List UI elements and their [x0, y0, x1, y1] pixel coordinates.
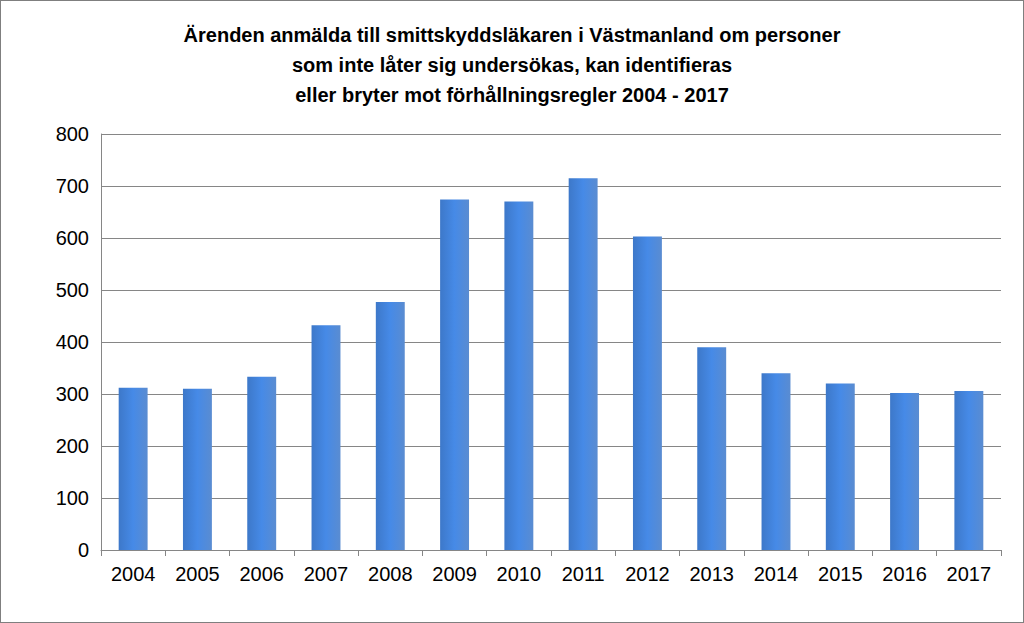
svg-text:2015: 2015	[818, 563, 863, 585]
svg-text:400: 400	[56, 331, 89, 353]
svg-text:eller bryter mot förhållningsr: eller bryter mot förhållningsregler 2004…	[295, 84, 729, 106]
svg-text:2009: 2009	[432, 563, 477, 585]
svg-text:2014: 2014	[754, 563, 799, 585]
svg-text:600: 600	[56, 227, 89, 249]
svg-text:2011: 2011	[562, 563, 605, 585]
svg-text:2004: 2004	[111, 563, 156, 585]
svg-text:2016: 2016	[882, 563, 927, 585]
svg-text:som inte låter sig undersökas,: som inte låter sig undersökas, kan ident…	[292, 54, 732, 76]
svg-text:800: 800	[56, 123, 89, 145]
svg-text:500: 500	[56, 279, 89, 301]
svg-text:2010: 2010	[497, 563, 542, 585]
svg-text:2012: 2012	[625, 563, 670, 585]
svg-text:200: 200	[56, 435, 89, 457]
svg-text:Ärenden anmälda till smittskyd: Ärenden anmälda till smittskyddsläkaren …	[184, 24, 841, 46]
svg-text:2013: 2013	[689, 563, 734, 585]
svg-text:2006: 2006	[239, 563, 284, 585]
svg-text:0: 0	[78, 539, 89, 561]
svg-text:2008: 2008	[368, 563, 413, 585]
svg-text:2007: 2007	[304, 563, 349, 585]
svg-text:700: 700	[56, 175, 89, 197]
svg-text:2017: 2017	[947, 563, 992, 585]
svg-text:300: 300	[56, 383, 89, 405]
svg-text:2005: 2005	[175, 563, 220, 585]
svg-text:100: 100	[56, 487, 89, 509]
